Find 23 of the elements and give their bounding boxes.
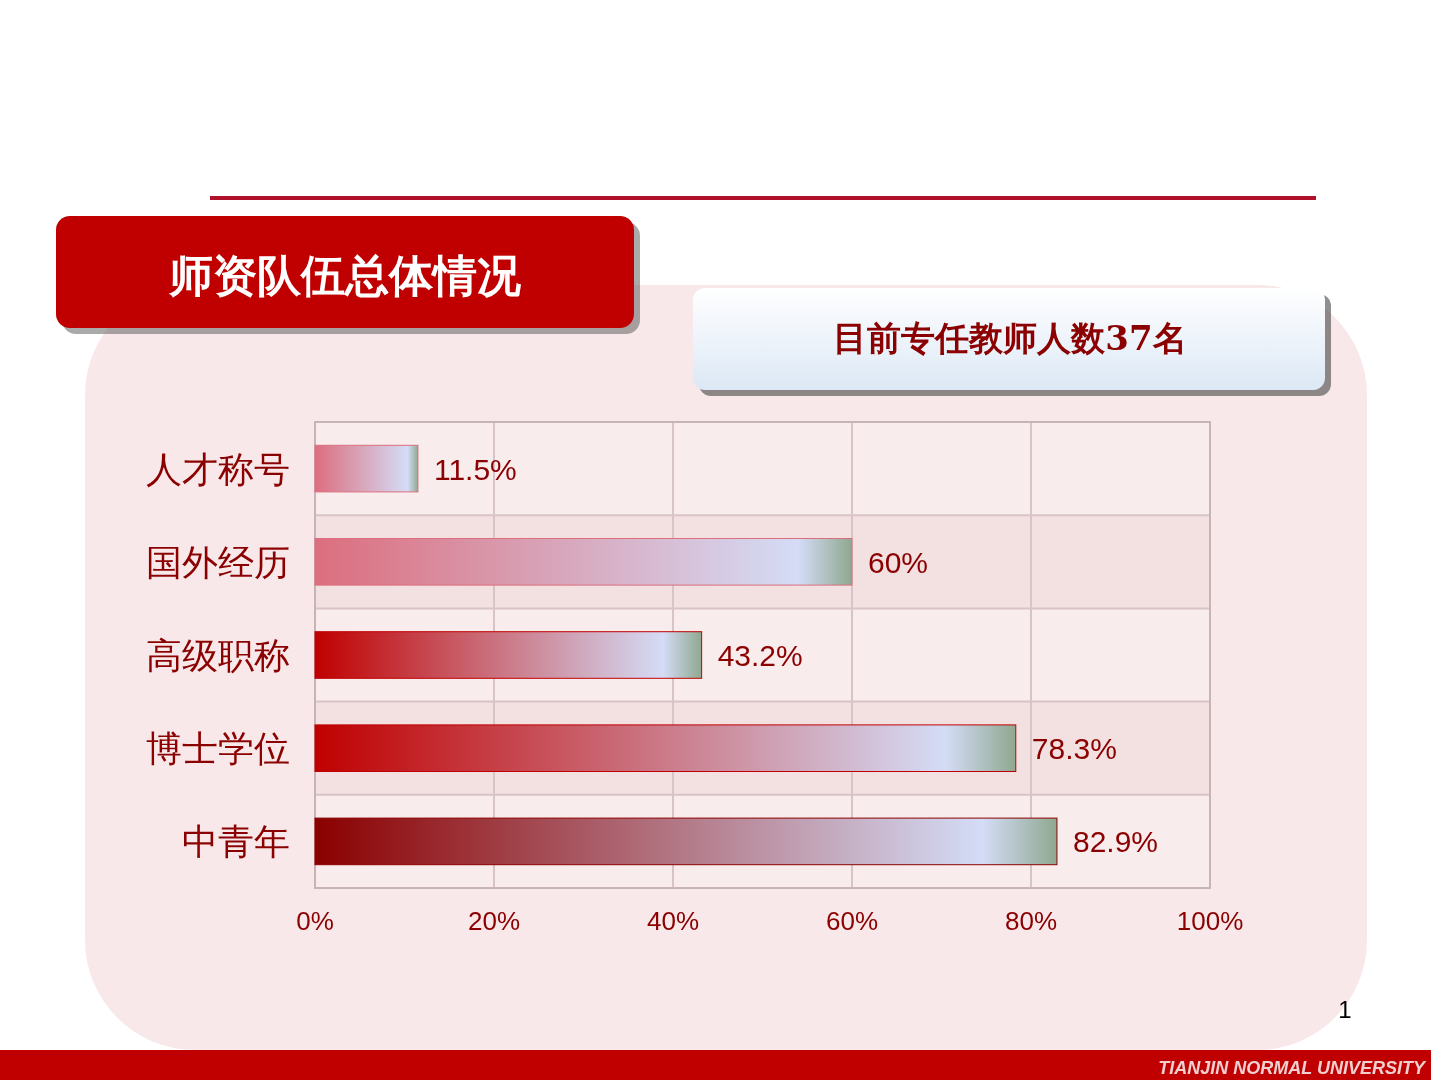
data-label: 82.9% bbox=[1072, 825, 1159, 859]
data-label: 43.2% bbox=[717, 639, 803, 672]
data-label: 11.5% bbox=[433, 452, 517, 486]
x-tick-label: 60% bbox=[825, 906, 879, 936]
x-tick-label: 40% bbox=[646, 906, 700, 936]
y-tick-label: 中青年 bbox=[182, 821, 290, 863]
data-label: 60% bbox=[868, 545, 929, 579]
y-tick-label: 国外经历 bbox=[146, 541, 290, 583]
y-tick-label: 博士学位 bbox=[146, 728, 290, 770]
text: TIANJIN NORMAL UNIVERSITY bbox=[1158, 1058, 1427, 1078]
chart-title: 师资队伍总体情况 bbox=[168, 250, 521, 301]
x-tick-label: 20% bbox=[467, 906, 521, 936]
y-tick-label: 人才称号 bbox=[146, 448, 290, 490]
bar bbox=[314, 538, 853, 586]
chart-subtitle: 目前专任教师人数37名 bbox=[833, 318, 1187, 358]
x-tick-label: 80% bbox=[1004, 906, 1058, 936]
x-tick-label: 0% bbox=[296, 906, 334, 936]
y-tick-label: 高级职称 bbox=[146, 635, 290, 676]
bar bbox=[314, 631, 703, 679]
bar bbox=[314, 444, 419, 493]
data-label: 78.3% bbox=[1031, 732, 1117, 766]
x-tick-label: 100% bbox=[1176, 906, 1244, 936]
text: 1 bbox=[1338, 996, 1352, 1023]
